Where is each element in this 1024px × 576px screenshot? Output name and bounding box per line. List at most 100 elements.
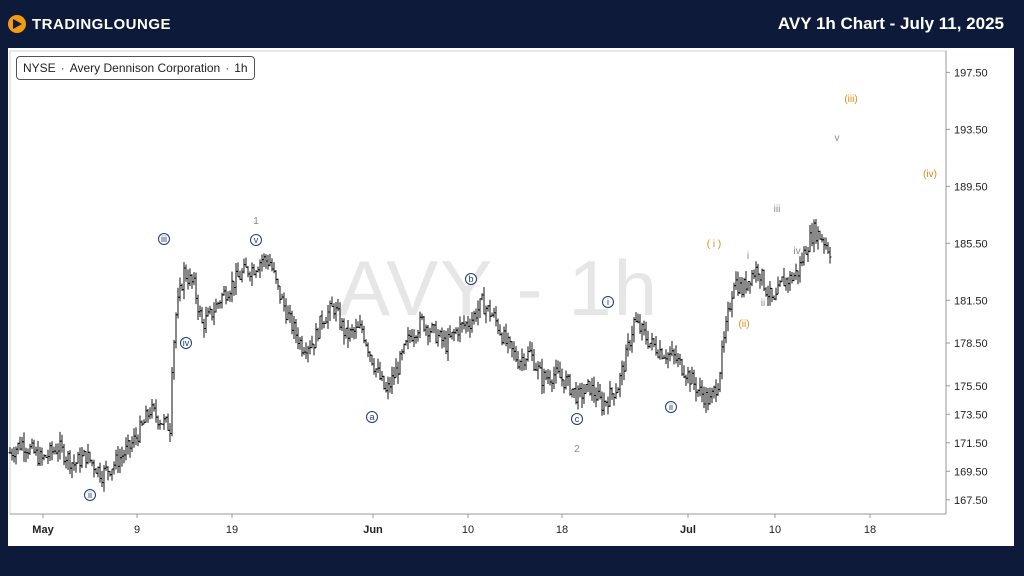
ohlc-bar xyxy=(414,335,418,344)
ohlc-bar xyxy=(208,305,212,315)
ohlc-bar xyxy=(466,315,470,332)
ohlc-bar xyxy=(278,285,282,304)
ohlc-bar xyxy=(540,358,544,395)
ohlc-bar xyxy=(112,461,116,475)
ohlc-bar xyxy=(710,387,714,404)
ohlc-bar xyxy=(276,278,280,290)
ohlc-bar xyxy=(828,247,832,264)
ohlc-bar xyxy=(648,342,652,349)
ohlc-bar xyxy=(296,327,300,350)
ohlc-bar xyxy=(58,431,62,460)
top-bar: TRADINGLOUNGE AVY 1h Chart - July 11, 20… xyxy=(0,0,1024,48)
ohlc-bar xyxy=(224,286,228,305)
ohlc-bar xyxy=(754,261,758,283)
candles xyxy=(8,218,832,492)
ohlc-bar xyxy=(232,280,236,296)
ohlc-bar xyxy=(422,315,426,332)
ohlc-bar xyxy=(520,348,524,372)
y-tick-label: 197.50 xyxy=(954,67,988,79)
ohlc-bar xyxy=(482,287,486,315)
wave-label: v xyxy=(835,133,840,144)
ohlc-bar xyxy=(266,254,270,270)
ohlc-bar xyxy=(110,468,114,481)
ohlc-bar xyxy=(530,342,534,362)
symbol-info-box[interactable]: NYSE · Avery Dennison Corporation · 1h xyxy=(16,56,255,80)
ohlc-bar xyxy=(302,347,306,356)
x-tick-label: 10 xyxy=(769,524,781,536)
ohlc-bar xyxy=(824,237,828,250)
ohlc-bar xyxy=(728,302,732,312)
ohlc-bar xyxy=(594,387,598,408)
ohlc-bar xyxy=(800,252,804,267)
ohlc-bar xyxy=(130,436,134,452)
price-chart[interactable]: 197.50 193.50 189.50 185.50 181.50 178.50 175.… xyxy=(8,48,1014,546)
wave-label-circle xyxy=(571,413,583,425)
ohlc-bar xyxy=(748,281,752,294)
ohlc-bar xyxy=(778,279,782,287)
ohlc-bar xyxy=(104,460,108,472)
ohlc-bar xyxy=(814,218,818,244)
ohlc-bar xyxy=(608,380,612,407)
ohlc-bar xyxy=(390,366,394,395)
ohlc-bar xyxy=(450,331,454,340)
ohlc-bar xyxy=(324,317,328,324)
wave-label: iv xyxy=(183,338,190,348)
ohlc-bar xyxy=(532,349,536,372)
ohlc-bar xyxy=(68,450,72,475)
ohlc-bar xyxy=(714,379,718,403)
chart-panel[interactable]: AVY - 1h 197.50 193.50 189.50 185.50 181.50 1… xyxy=(8,48,1014,546)
ohlc-bar xyxy=(618,372,622,398)
ohlc-bar xyxy=(686,366,690,384)
ohlc-bar xyxy=(128,440,132,458)
ohlc-bar xyxy=(124,437,128,461)
ohlc-bar xyxy=(246,266,250,278)
ohlc-bar xyxy=(326,305,330,329)
ohlc-bar xyxy=(606,396,610,415)
ohlc-bar xyxy=(38,446,42,466)
ohlc-bar xyxy=(802,246,806,266)
wave-label-circle xyxy=(250,234,262,246)
ohlc-bar xyxy=(630,325,634,353)
ohlc-bar xyxy=(176,287,180,319)
ohlc-bar xyxy=(358,314,362,329)
ohlc-bar xyxy=(546,369,550,384)
ohlc-bar xyxy=(704,387,708,413)
ohlc-bar xyxy=(738,276,742,295)
ohlc-bar xyxy=(580,382,584,408)
company-name: Avery Dennison Corporation xyxy=(69,61,221,75)
ohlc-bar xyxy=(148,407,152,420)
ohlc-bar xyxy=(262,253,266,268)
plot-area[interactable] xyxy=(9,50,947,515)
ohlc-bar xyxy=(604,400,608,407)
ohlc-bar xyxy=(366,342,370,358)
ohlc-bar xyxy=(456,327,460,342)
ohlc-bar xyxy=(444,330,448,355)
ohlc-bar xyxy=(418,311,422,339)
ohlc-bar xyxy=(230,271,234,303)
ohlc-bar xyxy=(616,387,620,394)
ohlc-bar xyxy=(690,366,694,385)
ohlc-bar xyxy=(356,321,360,328)
ohlc-bar xyxy=(434,320,438,344)
ohlc-bar xyxy=(416,329,420,342)
ohlc-bar xyxy=(106,466,110,481)
ohlc-bar xyxy=(10,448,14,461)
ohlc-bar xyxy=(16,442,20,455)
ohlc-bar xyxy=(152,403,156,412)
wave-label: c xyxy=(575,414,580,424)
ohlc-bar xyxy=(510,341,514,358)
ohlc-bar xyxy=(790,271,794,284)
ohlc-bar xyxy=(34,446,38,456)
ohlc-bar xyxy=(212,302,216,326)
ohlc-bar xyxy=(174,312,178,349)
ohlc-bar xyxy=(652,338,656,348)
wave-label: b xyxy=(468,274,473,284)
ohlc-bar xyxy=(812,219,816,253)
ohlc-bar xyxy=(196,294,200,320)
wave-label-circle xyxy=(84,489,96,501)
ohlc-bar xyxy=(762,269,766,291)
ohlc-bar xyxy=(338,302,342,331)
ohlc-bar xyxy=(720,340,724,380)
ohlc-bar xyxy=(734,271,738,290)
wave-label-circle xyxy=(465,273,477,285)
